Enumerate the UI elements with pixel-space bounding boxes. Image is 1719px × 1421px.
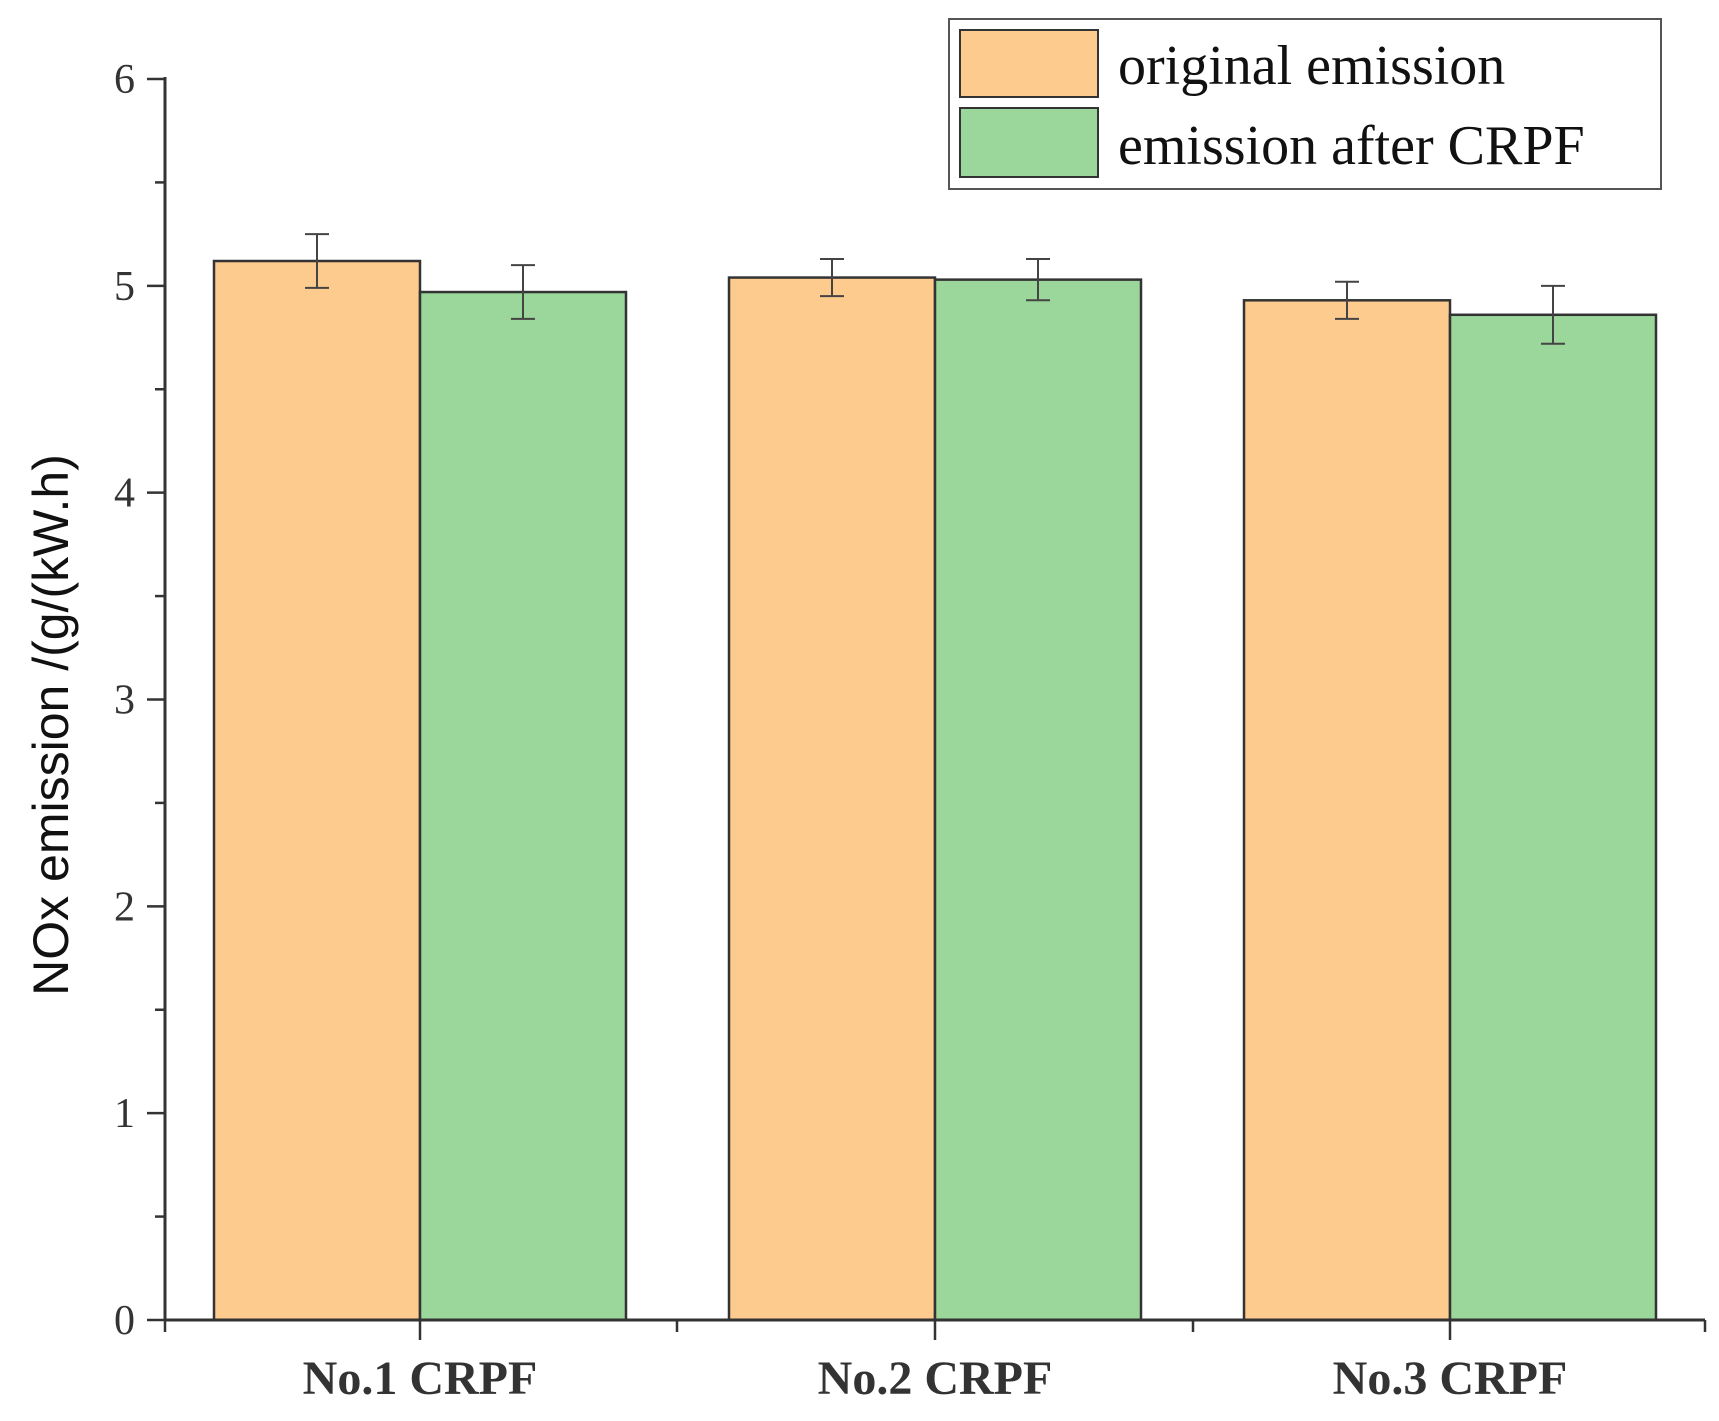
x-tick-label: No.1 CRPF: [303, 1352, 538, 1405]
error-bar-after-3: [1541, 284, 1565, 345]
bar-original-3: [1242, 299, 1452, 1322]
error-bars-group: [305, 233, 1565, 345]
error-bar-after-2: [1026, 257, 1050, 302]
y-tick-label: 3: [114, 678, 135, 724]
legend-label-original: original emission: [1118, 35, 1505, 97]
legend-swatch-after: [959, 107, 1099, 178]
error-bar-original-3: [1335, 280, 1359, 320]
error-bar-after-1: [511, 264, 535, 320]
y-tick-label: 4: [114, 471, 135, 517]
y-axis-title: NOx emission /(g/(kW.h): [23, 454, 79, 996]
y-tick-label: 1: [114, 1091, 135, 1137]
y-tick-label: 6: [114, 57, 135, 103]
y-tick-label: 2: [114, 884, 135, 930]
legend-label-after: emission after CRPF: [1118, 115, 1585, 177]
y-ticks-group: 0 1 2 3 4 5 6: [114, 57, 165, 1344]
x-tick-label: No.3 CRPF: [1333, 1352, 1568, 1405]
bar-after-2: [933, 278, 1143, 1322]
bar-after-3: [1448, 313, 1658, 1322]
bar-after-1: [418, 290, 628, 1322]
error-bar-original-2: [820, 257, 844, 298]
x-tick-label: No.2 CRPF: [818, 1352, 1053, 1405]
legend: original emission emission after CRPF: [948, 18, 1662, 190]
x-ticks-group: No.1 CRPF No.2 CRPF No.3 CRPF: [163, 1320, 1707, 1405]
legend-swatch-original: [959, 29, 1099, 98]
error-bar-original-1: [305, 233, 329, 289]
bar-original-1: [212, 259, 422, 1322]
bars-group: [212, 259, 1658, 1322]
y-tick-label: 5: [114, 264, 135, 310]
y-tick-label: 0: [114, 1298, 135, 1344]
bar-original-2: [727, 276, 937, 1322]
